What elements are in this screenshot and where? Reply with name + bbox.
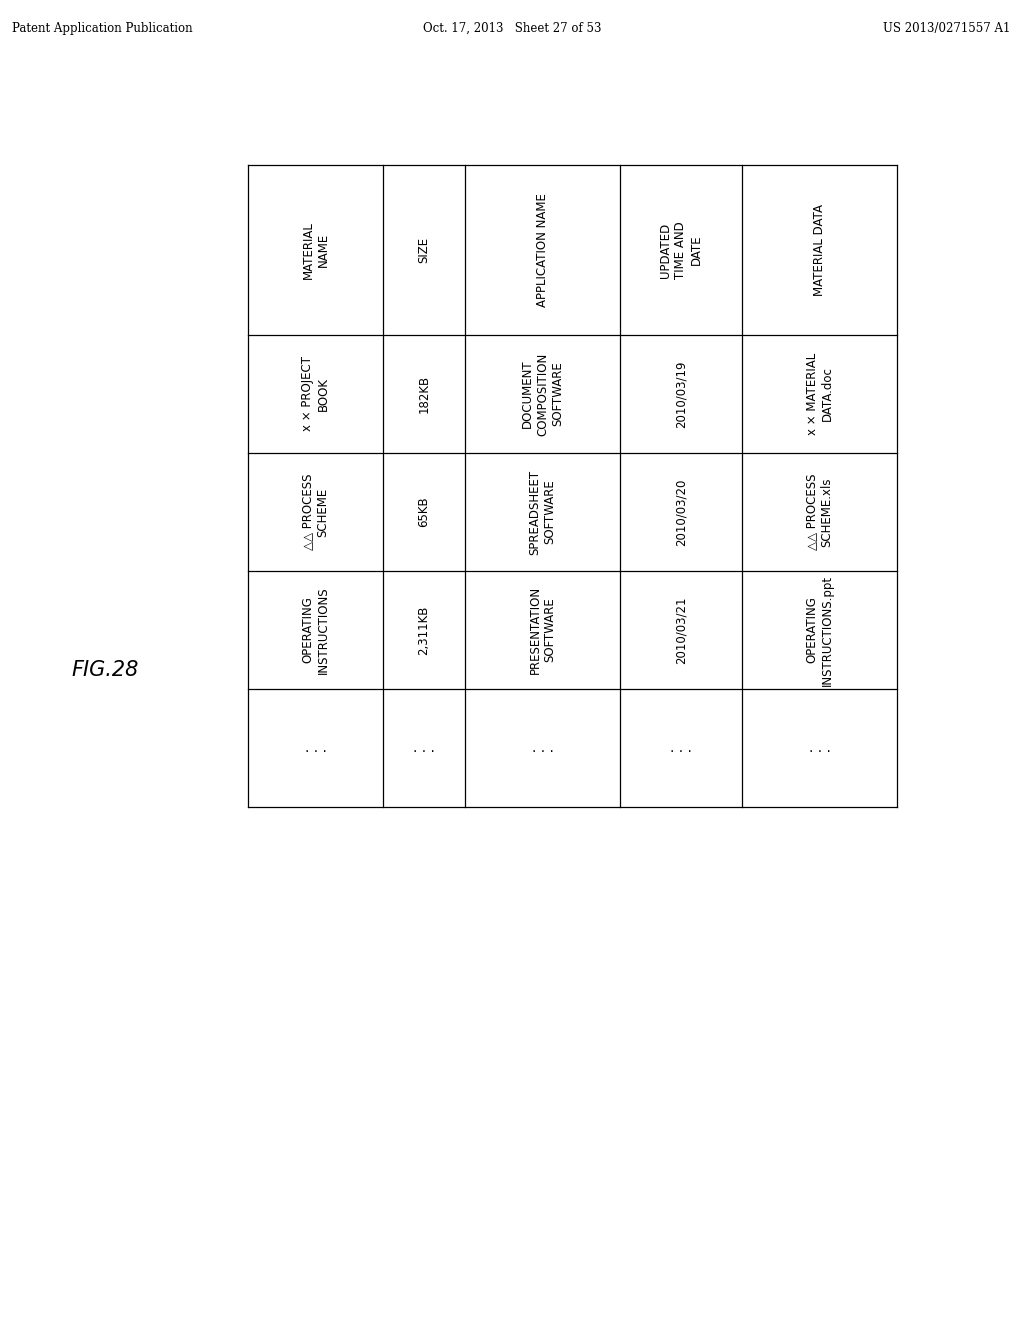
Text: OPERATING
INSTRUCTIONS.ppt: OPERATING INSTRUCTIONS.ppt [806,574,834,685]
Text: 2010/03/20: 2010/03/20 [675,478,687,545]
Text: FIG.28: FIG.28 [72,660,138,680]
Text: MATERIAL DATA: MATERIAL DATA [813,205,826,296]
Text: OPERATING
INSTRUCTIONS: OPERATING INSTRUCTIONS [301,586,330,673]
Text: △△ PROCESS
SCHEME.xls: △△ PROCESS SCHEME.xls [806,474,834,550]
Text: . . .: . . . [670,741,692,755]
Text: 182KB: 182KB [418,375,430,413]
Text: PRESENTATION
SOFTWARE: PRESENTATION SOFTWARE [528,586,556,675]
Text: . . .: . . . [809,741,830,755]
Text: . . .: . . . [531,741,553,755]
Text: SPREADSHEET
SOFTWARE: SPREADSHEET SOFTWARE [528,470,556,554]
Text: x × PROJECT
BOOK: x × PROJECT BOOK [301,356,330,432]
Text: . . .: . . . [304,741,327,755]
Text: Oct. 17, 2013   Sheet 27 of 53: Oct. 17, 2013 Sheet 27 of 53 [423,22,601,36]
Text: △△ PROCESS
SCHEME: △△ PROCESS SCHEME [301,474,330,550]
Text: DOCUMENT
COMPOSITION
SOFTWARE: DOCUMENT COMPOSITION SOFTWARE [521,352,564,436]
Text: 2010/03/21: 2010/03/21 [675,597,687,664]
Text: 2010/03/19: 2010/03/19 [675,360,687,428]
Text: 65KB: 65KB [418,496,430,527]
Text: US 2013/0271557 A1: US 2013/0271557 A1 [883,22,1010,36]
Text: SIZE: SIZE [418,236,430,263]
Text: 2,311KB: 2,311KB [418,606,430,655]
Text: APPLICATION NAME: APPLICATION NAME [536,193,549,308]
Text: UPDATED
TIME AND
DATE: UPDATED TIME AND DATE [659,222,702,279]
Text: x × MATERIAL
DATA.doc: x × MATERIAL DATA.doc [806,352,834,436]
Text: . . .: . . . [413,741,435,755]
Text: MATERIAL
NAME: MATERIAL NAME [301,220,330,279]
Text: Patent Application Publication: Patent Application Publication [12,22,193,36]
